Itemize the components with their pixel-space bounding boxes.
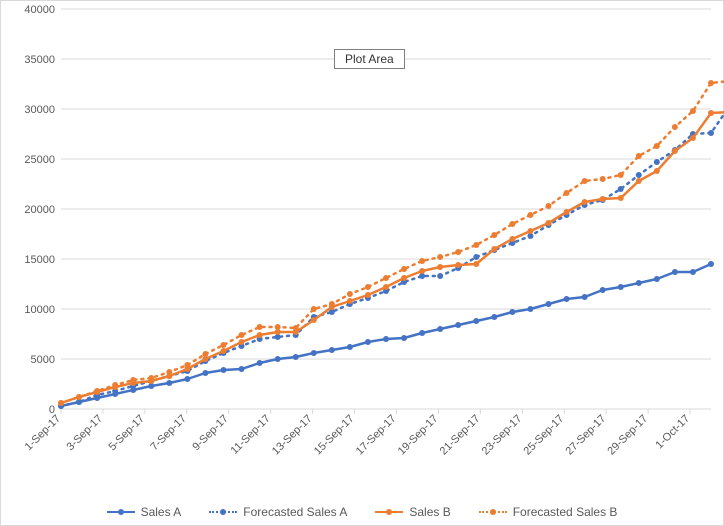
svg-text:35000: 35000: [24, 54, 55, 66]
legend-swatch-forecasted-sales-b: [479, 511, 507, 513]
svg-text:1-Sep-17: 1-Sep-17: [23, 413, 63, 453]
svg-text:11-Sep-17: 11-Sep-17: [229, 413, 273, 457]
svg-text:23-Sep-17: 23-Sep-17: [480, 413, 525, 458]
legend-item-forecasted-sales-a[interactable]: Forecasted Sales A: [209, 505, 347, 519]
svg-text:1-Oct-17: 1-Oct-17: [653, 413, 692, 452]
legend-item-sales-b[interactable]: Sales B: [375, 505, 450, 519]
legend-item-forecasted-sales-b[interactable]: Forecasted Sales B: [479, 505, 618, 519]
svg-text:15000: 15000: [24, 254, 55, 266]
svg-text:29-Sep-17: 29-Sep-17: [605, 413, 650, 458]
svg-text:5000: 5000: [31, 354, 55, 366]
svg-text:17-Sep-17: 17-Sep-17: [354, 413, 399, 458]
svg-text:25000: 25000: [24, 154, 55, 166]
svg-text:10000: 10000: [24, 304, 55, 316]
svg-text:9-Sep-17: 9-Sep-17: [190, 413, 230, 453]
chart-svg: 0500010000150002000025000300003500040000…: [1, 1, 724, 491]
svg-text:27-Sep-17: 27-Sep-17: [563, 413, 608, 458]
chart-container: 0500010000150002000025000300003500040000…: [0, 0, 724, 526]
svg-text:7-Sep-17: 7-Sep-17: [148, 413, 188, 453]
legend-swatch-forecasted-sales-a: [209, 511, 237, 513]
svg-text:21-Sep-17: 21-Sep-17: [438, 413, 483, 458]
legend-label: Sales A: [141, 505, 182, 519]
svg-text:15-Sep-17: 15-Sep-17: [312, 413, 357, 458]
svg-text:19-Sep-17: 19-Sep-17: [396, 413, 441, 458]
legend-swatch-sales-b: [375, 511, 403, 513]
legend: Sales A Forecasted Sales A Sales B Forec…: [1, 505, 723, 519]
legend-swatch-sales-a: [107, 511, 135, 513]
svg-text:3-Sep-17: 3-Sep-17: [65, 413, 105, 453]
svg-text:25-Sep-17: 25-Sep-17: [522, 413, 567, 458]
svg-text:13-Sep-17: 13-Sep-17: [270, 413, 315, 458]
legend-item-sales-a[interactable]: Sales A: [107, 505, 182, 519]
svg-text:20000: 20000: [24, 204, 55, 216]
legend-label: Forecasted Sales A: [243, 505, 347, 519]
legend-label: Forecasted Sales B: [513, 505, 618, 519]
svg-text:5-Sep-17: 5-Sep-17: [106, 413, 146, 453]
legend-label: Sales B: [409, 505, 450, 519]
svg-text:30000: 30000: [24, 104, 55, 116]
svg-text:40000: 40000: [24, 4, 55, 16]
plot-area-label-text: Plot Area: [345, 52, 394, 66]
plot-area-label[interactable]: Plot Area: [334, 49, 405, 69]
